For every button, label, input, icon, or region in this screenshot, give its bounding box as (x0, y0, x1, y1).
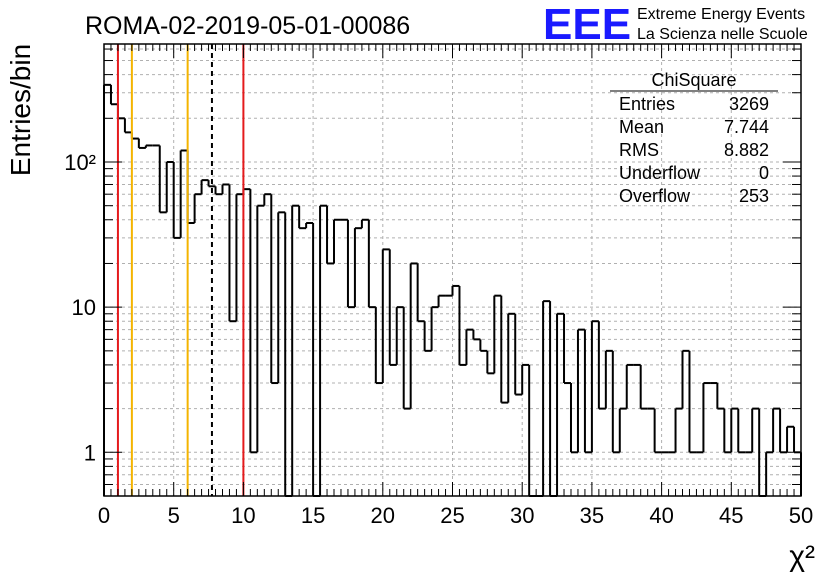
x-tick-label: 45 (719, 503, 743, 528)
stats-label: Underflow (619, 163, 701, 183)
eee-logo-line2: La Scienza nelle Scuole (637, 26, 808, 43)
stats-rows: Entries 3269 Mean 7.744 RMS 8.882 Underflow 0 Ov… (619, 94, 769, 206)
stats-label: Mean (619, 117, 664, 137)
x-tick-label: 10 (231, 503, 255, 528)
y-tick-label: 10² (64, 150, 96, 175)
x-tick-label: 40 (649, 503, 673, 528)
x-tick-label: 30 (510, 503, 534, 528)
x-tick-label: 0 (98, 503, 110, 528)
eee-logo-mark: EEE (543, 0, 631, 49)
chart-title: ROMA-02-2019-05-01-00086 (85, 12, 410, 40)
stats-value: 7.744 (724, 117, 769, 137)
y-axis-label: Entries/bin (5, 44, 36, 176)
eee-logo: EEE Extreme Energy Events La Scienza nel… (543, 0, 808, 49)
stats-value: 8.882 (724, 140, 769, 160)
stats-value: 0 (759, 163, 769, 183)
stats-box: ChiSquare Entries 3269 Mean 7.744 RMS 8.882 Un… (610, 70, 778, 206)
x-tick-label: 5 (168, 503, 180, 528)
stats-title: ChiSquare (651, 70, 736, 90)
y-tick-label: 1 (84, 440, 96, 465)
x-tick-label: 50 (789, 503, 813, 528)
grid (104, 44, 801, 497)
x-tick-label: 25 (440, 503, 464, 528)
stats-label: Entries (619, 94, 675, 114)
x-axis-label: χ² (789, 540, 815, 572)
stats-value: 253 (739, 186, 769, 206)
reference-lines (116, 44, 245, 496)
stats-label: RMS (619, 140, 659, 160)
stats-label: Overflow (619, 186, 691, 206)
eee-logo-line1: Extreme Energy Events (637, 6, 805, 23)
x-tick-label: 20 (371, 503, 395, 528)
x-tick-label: 15 (301, 503, 325, 528)
x-tick-label: 35 (580, 503, 604, 528)
stats-value: 3269 (729, 94, 769, 114)
y-tick-label: 10 (72, 295, 96, 320)
